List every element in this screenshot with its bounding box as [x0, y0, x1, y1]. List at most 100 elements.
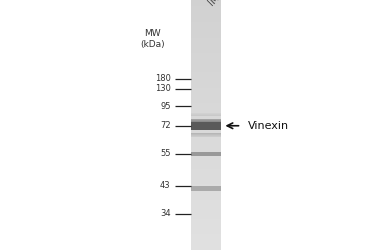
Bar	[191, 228, 221, 231]
Bar	[191, 186, 221, 191]
Bar	[191, 152, 221, 156]
Bar	[191, 9, 221, 12]
Text: 34: 34	[160, 209, 171, 218]
Bar	[191, 40, 221, 44]
Bar	[191, 22, 221, 25]
Bar	[191, 224, 221, 228]
Bar	[191, 215, 221, 219]
Bar	[191, 209, 221, 212]
Text: MW
(kDa): MW (kDa)	[140, 29, 164, 49]
Bar	[191, 137, 221, 140]
Bar	[191, 15, 221, 19]
Bar	[191, 129, 221, 130]
Bar	[191, 134, 221, 135]
Bar	[191, 168, 221, 172]
Bar	[191, 162, 221, 166]
Bar	[191, 6, 221, 9]
Bar	[191, 120, 221, 121]
Text: 180: 180	[155, 74, 171, 83]
Bar	[191, 18, 221, 22]
Bar	[191, 246, 221, 250]
Bar	[191, 122, 221, 130]
Bar	[191, 122, 221, 125]
Bar	[191, 187, 221, 190]
Bar	[191, 126, 221, 127]
Bar	[191, 123, 221, 124]
Bar	[191, 218, 221, 222]
Bar	[191, 90, 221, 94]
Text: 130: 130	[155, 84, 171, 93]
Bar	[191, 115, 221, 116]
Bar	[191, 196, 221, 200]
Text: IMR32: IMR32	[206, 0, 235, 8]
Bar	[191, 106, 221, 110]
Bar	[191, 31, 221, 34]
Bar	[191, 112, 221, 116]
Bar	[191, 135, 221, 136]
Bar	[191, 181, 221, 184]
Bar	[191, 128, 221, 131]
Bar	[191, 62, 221, 66]
Bar	[191, 206, 221, 210]
Bar	[191, 193, 221, 197]
Bar	[191, 78, 221, 81]
Bar	[191, 2, 221, 6]
Text: 95: 95	[160, 102, 171, 111]
Bar	[191, 53, 221, 56]
Bar	[191, 132, 221, 133]
Bar	[191, 37, 221, 40]
Bar	[191, 118, 221, 122]
Bar	[191, 152, 221, 156]
Bar	[191, 72, 221, 75]
Bar	[191, 127, 221, 128]
Bar	[191, 115, 221, 119]
Bar	[191, 140, 221, 144]
Bar	[191, 150, 221, 153]
Bar	[191, 184, 221, 188]
Bar	[191, 68, 221, 72]
Bar	[191, 43, 221, 47]
Bar	[191, 81, 221, 84]
Bar	[191, 212, 221, 216]
Bar	[191, 178, 221, 181]
Bar	[191, 118, 221, 119]
Bar	[191, 131, 221, 134]
Bar	[191, 74, 221, 78]
Bar	[191, 137, 221, 138]
Bar	[191, 143, 221, 147]
Bar	[191, 24, 221, 28]
Bar	[191, 34, 221, 38]
Bar	[191, 172, 221, 175]
Bar	[191, 50, 221, 53]
Bar	[191, 234, 221, 237]
Bar	[191, 222, 221, 225]
Bar	[191, 200, 221, 203]
Bar	[191, 231, 221, 234]
Bar	[191, 59, 221, 62]
Bar	[191, 165, 221, 169]
Bar	[191, 159, 221, 162]
Bar	[191, 56, 221, 59]
Bar	[191, 240, 221, 244]
Bar	[191, 12, 221, 16]
Bar	[191, 46, 221, 50]
Bar	[191, 0, 221, 3]
Bar	[191, 138, 221, 139]
Bar	[191, 237, 221, 240]
Bar	[191, 65, 221, 69]
Text: Vinexin: Vinexin	[248, 121, 290, 131]
Bar	[191, 243, 221, 247]
Bar	[191, 84, 221, 87]
Bar	[191, 190, 221, 194]
Bar	[191, 87, 221, 90]
Bar	[191, 202, 221, 206]
Text: 43: 43	[160, 181, 171, 190]
Bar	[191, 102, 221, 106]
Bar	[191, 146, 221, 150]
Bar	[191, 134, 221, 138]
Text: 55: 55	[160, 149, 171, 158]
Text: 72: 72	[160, 121, 171, 130]
Bar	[191, 156, 221, 160]
Bar	[191, 109, 221, 112]
Bar	[191, 174, 221, 178]
